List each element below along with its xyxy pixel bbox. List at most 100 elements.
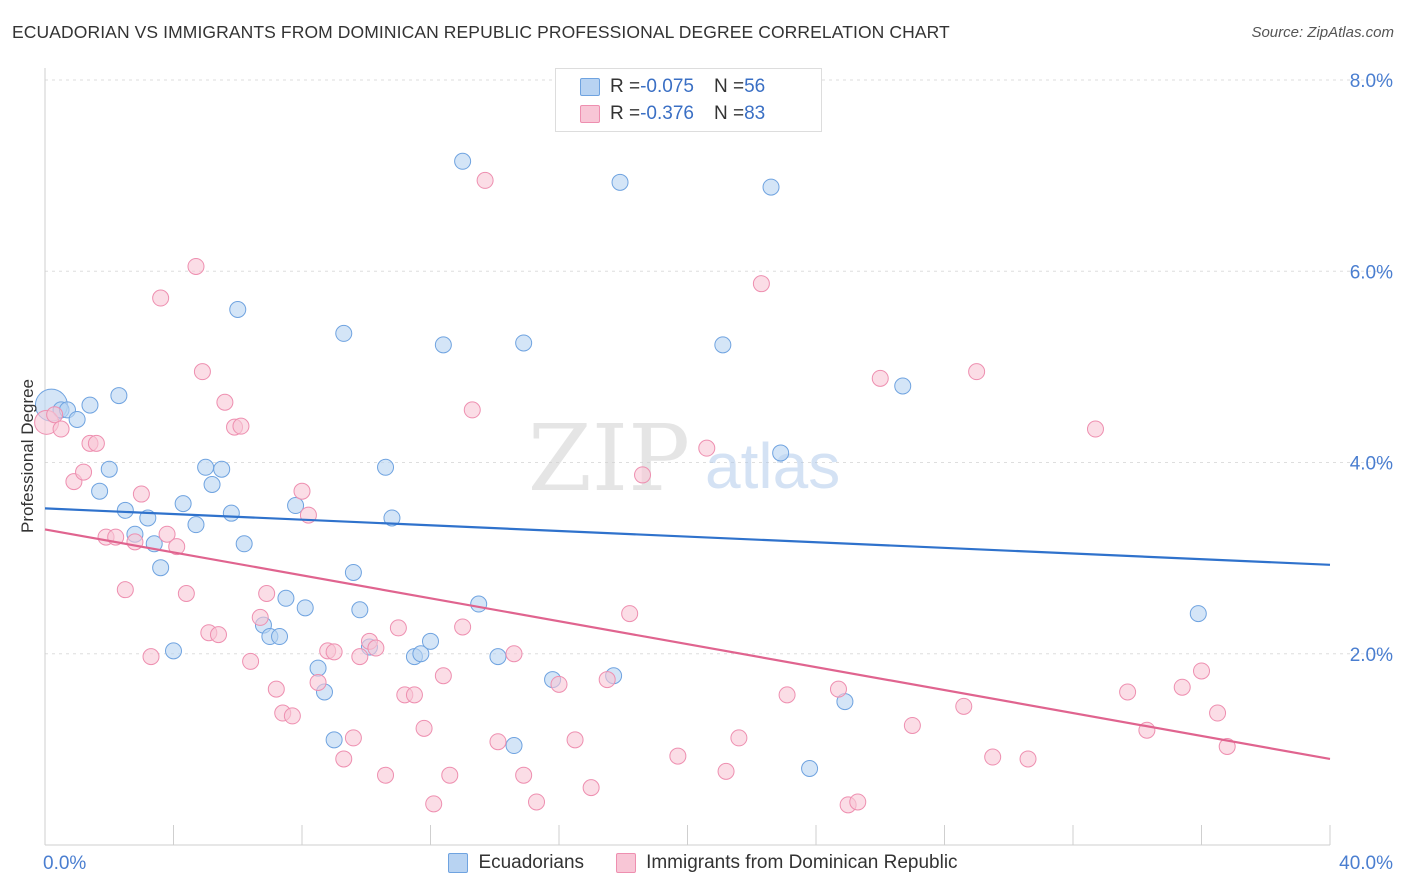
legend-r-label: R = xyxy=(610,76,641,97)
point-ecuadorians xyxy=(325,731,343,749)
series-label-ecuadorians: Ecuadorians xyxy=(478,852,585,873)
point-ecuadorians xyxy=(174,495,192,513)
point-ecuadorians xyxy=(772,444,790,462)
point-dominican xyxy=(187,257,205,275)
point-ecuadorians xyxy=(68,410,86,428)
point-ecuadorians xyxy=(296,599,314,617)
point-dominican xyxy=(566,731,584,749)
y-tick-label: 8.0% xyxy=(1350,71,1393,92)
point-dominican xyxy=(598,671,616,689)
point-ecuadorians xyxy=(110,387,128,405)
series-swatch-pink xyxy=(616,853,637,873)
point-ecuadorians xyxy=(229,301,247,318)
point-dominican xyxy=(309,673,327,691)
series-legend-ecuadorians: Ecuadorians xyxy=(448,852,584,874)
point-dominican xyxy=(52,420,70,438)
point-dominican xyxy=(1193,662,1210,680)
point-ecuadorians xyxy=(197,458,215,476)
y-tick-label: 6.0% xyxy=(1350,262,1393,283)
point-ecuadorians xyxy=(235,535,253,553)
point-ecuadorians xyxy=(335,324,353,342)
legend-r-value: -0.376 xyxy=(640,103,694,124)
point-dominican xyxy=(293,482,311,500)
watermark-atlas: atlas xyxy=(705,430,840,502)
y-axis-label: Professional Degree xyxy=(18,378,37,534)
point-dominican xyxy=(1119,683,1137,701)
point-dominican xyxy=(634,466,652,484)
point-ecuadorians xyxy=(515,334,533,352)
point-dominican xyxy=(168,538,186,556)
point-dominican xyxy=(717,762,735,780)
point-dominican xyxy=(267,680,285,698)
point-ecuadorians xyxy=(222,504,240,522)
point-dominican xyxy=(871,369,889,387)
point-dominican xyxy=(550,675,568,693)
y-tick-label: 2.0% xyxy=(1350,645,1393,666)
point-ecuadorians xyxy=(412,645,430,663)
point-dominican xyxy=(434,667,452,685)
point-dominican xyxy=(209,626,227,644)
point-dominican xyxy=(984,748,1002,766)
point-ecuadorians xyxy=(187,516,205,534)
y-tick-label: 4.0% xyxy=(1350,454,1393,475)
legend-r-value: -0.075 xyxy=(640,76,694,97)
series-legend-dominican: Immigrants from Dominican Republic xyxy=(616,852,958,874)
point-dominican xyxy=(46,406,64,424)
point-dominican xyxy=(425,795,443,813)
point-dominican xyxy=(955,697,973,715)
point-dominican xyxy=(1086,420,1104,438)
point-ecuadorians xyxy=(377,458,395,476)
legend-n-value: 56 xyxy=(744,76,766,97)
point-ecuadorians xyxy=(91,482,109,500)
point-dominican xyxy=(1209,704,1227,722)
point-dominican xyxy=(505,645,523,663)
point-ecuadorians xyxy=(213,460,231,478)
point-dominican xyxy=(377,766,395,784)
point-ecuadorians xyxy=(383,509,401,527)
point-dominican xyxy=(476,171,494,189)
point-dominican xyxy=(405,686,423,704)
point-dominican xyxy=(251,608,269,626)
point-dominican xyxy=(283,707,301,725)
point-ecuadorians xyxy=(277,589,295,607)
point-dominican xyxy=(351,648,369,666)
data-points xyxy=(34,152,1236,814)
point-ecuadorians xyxy=(489,648,507,666)
point-ecuadorians xyxy=(344,563,362,581)
series-swatch-blue xyxy=(448,853,469,873)
point-ecuadorians xyxy=(81,396,99,414)
point-ecuadorians xyxy=(505,737,523,755)
x-tick-label-max: 40.0% xyxy=(1339,853,1393,874)
point-dominican xyxy=(463,401,481,419)
series-label-dominican: Immigrants from Dominican Republic xyxy=(646,852,958,873)
point-dominican xyxy=(193,363,211,381)
legend-n-label: N = xyxy=(713,103,745,124)
point-ecuadorians xyxy=(801,760,819,777)
source-credit: Source: ZipAtlas.com xyxy=(1251,24,1394,41)
point-dominican xyxy=(528,793,546,811)
point-dominican xyxy=(849,793,867,811)
point-ecuadorians xyxy=(1189,605,1207,623)
trend-lines xyxy=(44,507,1331,761)
point-ecuadorians xyxy=(470,595,488,613)
point-dominican xyxy=(158,525,176,543)
point-dominican xyxy=(116,581,134,599)
point-ecuadorians xyxy=(116,501,134,519)
point-dominican xyxy=(752,275,770,293)
point-dominican xyxy=(242,652,260,670)
axes xyxy=(44,68,1331,846)
point-dominican xyxy=(142,648,160,666)
point-dominican xyxy=(778,686,796,704)
legend-swatch-blue xyxy=(580,78,600,96)
point-ecuadorians xyxy=(762,178,780,196)
point-dominican xyxy=(177,585,195,603)
point-dominican xyxy=(232,417,250,435)
point-dominican xyxy=(1019,750,1037,768)
point-dominican xyxy=(669,747,687,765)
x-tick-label-min: 0.0% xyxy=(43,853,86,874)
point-ecuadorians xyxy=(165,642,182,660)
point-dominican xyxy=(441,766,459,784)
point-dominican xyxy=(454,618,472,636)
watermark: ZIP atlas xyxy=(528,405,840,512)
